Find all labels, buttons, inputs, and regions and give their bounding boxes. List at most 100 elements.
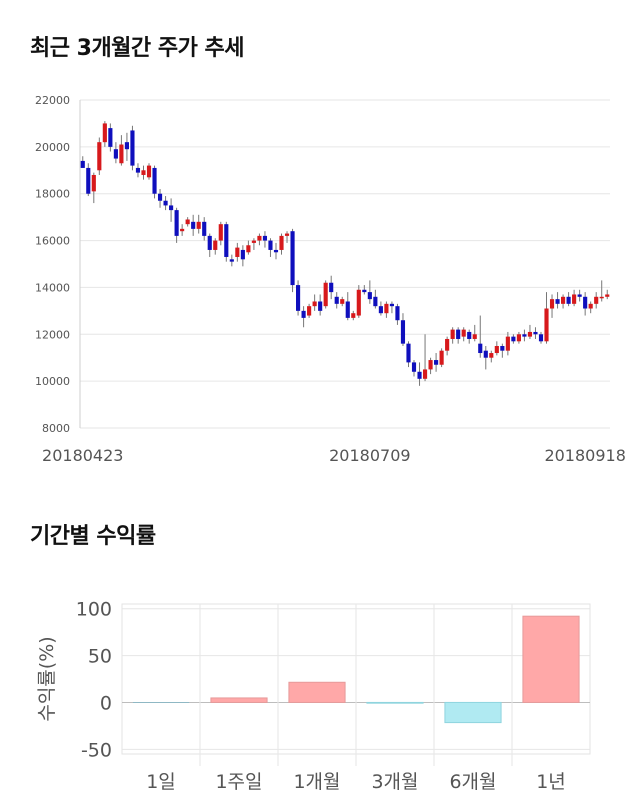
candle-body	[97, 142, 102, 171]
candle-body	[467, 331, 472, 339]
candle-body	[169, 205, 174, 211]
y-tick-label: 10000	[35, 375, 70, 388]
candle-body	[86, 167, 91, 194]
candle-body	[312, 301, 317, 307]
candle-body	[478, 343, 483, 354]
candle-body	[246, 245, 251, 253]
candle-body	[157, 193, 163, 201]
y-tick-label: 12000	[35, 328, 70, 341]
candle-body	[351, 313, 356, 318]
candle-body	[213, 240, 218, 250]
candle-body	[434, 360, 439, 365]
candle-body	[323, 282, 328, 307]
candle-body	[406, 343, 411, 363]
candle-body	[146, 165, 152, 178]
y-tick-label: 50	[88, 646, 112, 668]
candle-body	[577, 294, 582, 297]
candle-body	[395, 306, 400, 321]
candle-body	[257, 235, 262, 241]
candle-body	[445, 338, 450, 351]
candle-body	[494, 346, 499, 354]
candle-body	[378, 306, 383, 314]
candle-body	[505, 336, 510, 351]
candle-body	[522, 334, 527, 337]
candle-body	[472, 334, 477, 339]
candle-body	[566, 296, 571, 304]
candle-body	[373, 296, 378, 307]
y-tick-label: 18000	[35, 188, 70, 201]
x-tick-label: 20180709	[329, 446, 410, 465]
y-tick-label: 100	[76, 599, 112, 621]
candle-body	[152, 167, 157, 194]
candle-body	[135, 167, 141, 173]
candle-body	[196, 221, 201, 229]
candle-body	[605, 294, 610, 297]
candle-body	[124, 142, 129, 150]
category-label: 1일	[146, 771, 176, 793]
candle-body	[411, 362, 417, 372]
candle-body	[334, 296, 339, 304]
candle-body	[422, 369, 428, 379]
y-tick-label: 0	[100, 692, 112, 714]
candle-body	[251, 240, 256, 243]
candle-body	[483, 350, 488, 358]
candle-body	[533, 331, 538, 335]
candle-body	[240, 249, 245, 260]
candle-body	[318, 301, 323, 311]
bar-5	[444, 701, 502, 724]
y-tick-label: -50	[81, 739, 112, 761]
bar-2	[210, 697, 268, 703]
candlestick-chart: 22000 20000 18000 16000 14000 12000 10000 8000 2…	[35, 94, 626, 465]
candle-body	[583, 296, 588, 309]
candle-body	[588, 303, 593, 309]
candle-body	[456, 329, 461, 339]
candle-body	[594, 296, 599, 304]
candle-body	[428, 360, 433, 370]
candle-body	[511, 336, 516, 342]
candle-body	[599, 296, 604, 299]
candle-body	[301, 310, 306, 318]
bar-6	[522, 615, 580, 703]
candle-body	[329, 282, 334, 293]
candle-body	[130, 130, 135, 166]
candle-body	[549, 299, 555, 309]
candle-body	[500, 346, 505, 351]
candle-body	[224, 224, 229, 257]
y-tick-label: 8000	[42, 422, 70, 435]
candle-body	[417, 371, 422, 379]
candle-body	[527, 331, 533, 337]
candle-body	[555, 299, 560, 304]
candle-body	[572, 294, 577, 304]
period-returns-title: 기간별 수익률	[30, 524, 156, 549]
candle-body	[119, 144, 124, 164]
bar-4	[366, 701, 424, 704]
y-tick-label: 16000	[35, 235, 70, 248]
candle-body	[340, 299, 345, 304]
candle-body	[141, 170, 146, 175]
candle-body	[400, 320, 406, 344]
candle-body	[296, 285, 301, 311]
candle-body	[367, 292, 372, 300]
candle-body	[538, 334, 544, 342]
candle-body	[163, 200, 168, 206]
candle-body	[284, 233, 290, 236]
returns-bar-chart: 100 50 0 -50 수익률(%) 1일 1주일 1개월 3개월 6개월 1년	[36, 599, 591, 793]
candle-body	[544, 308, 549, 342]
candle-body	[273, 249, 279, 253]
candle-body	[262, 235, 268, 241]
candle-body	[191, 221, 196, 229]
price-trend-title: 최근 3개월간 주가 추세	[30, 36, 244, 61]
candle-body	[362, 289, 367, 293]
x-tick-label: 20180423	[42, 446, 123, 465]
candle-body	[268, 240, 273, 250]
bar-3	[288, 681, 346, 703]
candle-body	[207, 235, 212, 250]
category-label: 1년	[536, 771, 566, 793]
category-label: 1주일	[215, 771, 262, 793]
candle-body	[174, 210, 179, 236]
candle-body	[218, 224, 223, 241]
category-label: 6개월	[449, 771, 496, 793]
candle-body	[345, 301, 350, 318]
y-tick-label: 22000	[35, 94, 70, 107]
candle-body	[202, 221, 207, 236]
